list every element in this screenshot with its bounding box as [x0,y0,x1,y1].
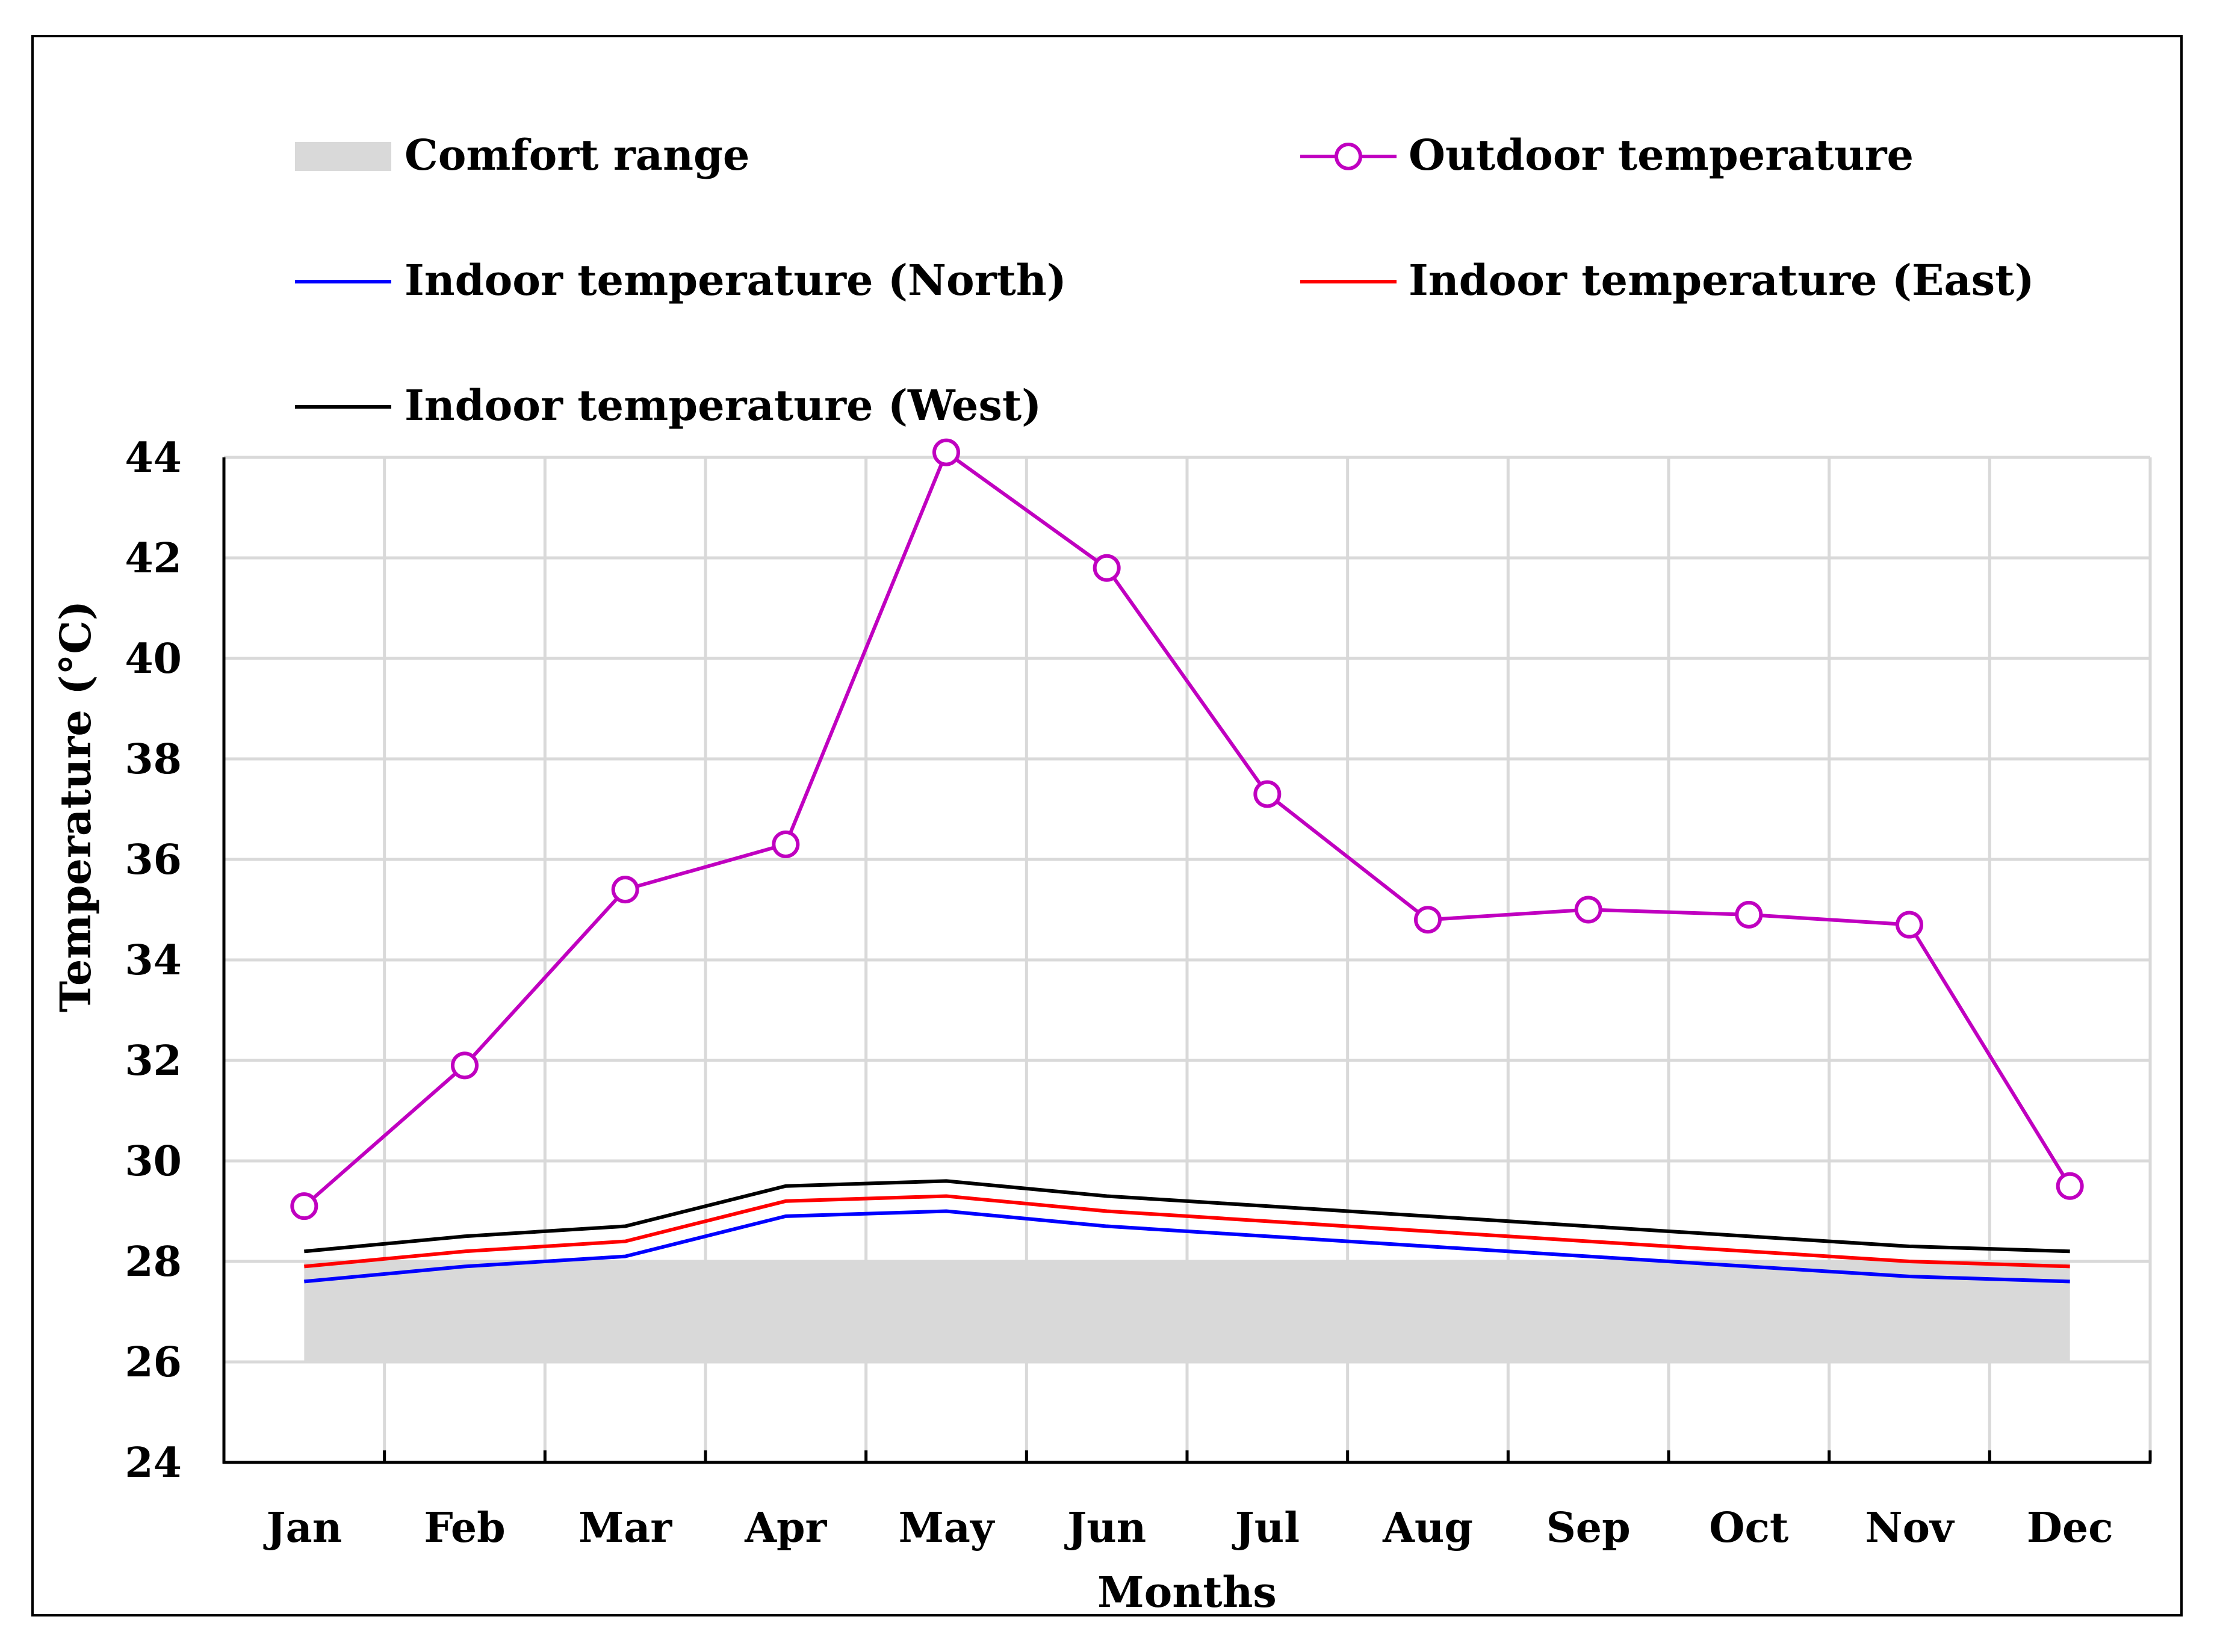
legend-marker-outdoor [1335,143,1362,170]
data-point-outdoor-temperature [932,438,960,466]
comfort-range-area [304,1261,2070,1362]
legend-label-west: Indoor temperature (West) [405,380,1041,430]
x-tick-label: Mar [578,1504,672,1552]
y-tick-label: 40 [125,635,182,683]
data-point-outdoor-temperature [772,830,800,858]
y-tick-label: 34 [125,936,182,985]
tick-labels: 24 26 28 30 32 34 36 38 40 42 44 Jan Feb Mar Apr May Jun… [125,434,2113,1552]
y-tick-label: 38 [125,735,182,784]
x-tick-label: May [899,1504,996,1552]
legend-label-outdoor: Outdoor temperature [1409,130,1914,180]
x-axis-title: Months [1097,1567,1277,1617]
data-point-outdoor-temperature [1896,911,1923,939]
legend: Comfort range Outdoor temperature Indoor… [295,130,2035,430]
x-tick-label: Feb [424,1504,505,1552]
series-line-indoor-temperature-west [304,1179,2070,1254]
x-tick-label: Jan [263,1504,342,1552]
data-point-outdoor-temperature [1093,554,1121,582]
data-point-outdoor-temperature [451,1051,479,1080]
y-tick-label: 42 [125,534,182,583]
data-point-outdoor-temperature [2056,1172,2084,1200]
x-tick-label: Jun [1064,1504,1146,1552]
y-tick-label: 24 [125,1439,182,1487]
y-tick-label: 28 [125,1238,182,1286]
series-line-indoor-temperature-north [304,1209,2070,1284]
x-tick-label: Jul [1232,1504,1300,1552]
plot-series [290,438,2084,1284]
x-tick-label: Apr [744,1504,827,1552]
legend-label-east: Indoor temperature (East) [1409,255,2035,305]
legend-label-comfort-range: Comfort range [405,130,749,180]
data-point-outdoor-temperature [1253,780,1282,808]
data-point-outdoor-temperature [1574,896,1602,924]
plot-axes [222,457,2152,1464]
series-line-indoor-temperature-east [304,1194,2070,1269]
x-tick-label: Sep [1546,1504,1631,1552]
x-tick-label: Dec [2027,1504,2113,1552]
y-tick-label: 36 [125,836,182,884]
y-tick-label: 32 [125,1037,182,1085]
series-line-outdoor-temperature [303,450,2072,1208]
y-tick-label: 30 [125,1137,182,1186]
data-point-outdoor-temperature [1414,906,1442,934]
x-tick-label: Oct [1709,1504,1789,1552]
y-axis-title: Temperature (°C) [51,601,101,1012]
y-tick-label: 26 [125,1338,182,1387]
y-tick-label: 44 [125,434,182,482]
data-point-outdoor-temperature [1735,900,1763,929]
data-point-outdoor-temperature [611,876,639,904]
comfort-range-band [304,1261,2070,1362]
x-tick-label: Aug [1382,1504,1473,1552]
legend-label-north: Indoor temperature (North) [405,255,1067,305]
legend-swatch-comfort-range [295,142,391,171]
data-point-outdoor-temperature [290,1192,318,1220]
x-tick-label: Nov [1865,1504,1955,1552]
